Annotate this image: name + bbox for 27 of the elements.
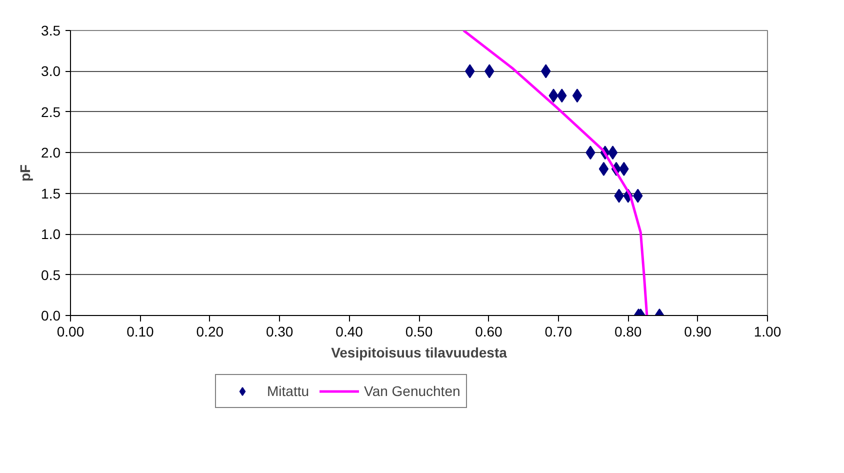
y-tick-label: 0.5 xyxy=(41,266,61,283)
y-tick-label: 0.0 xyxy=(41,308,61,324)
y-tick-label: 1.0 xyxy=(41,226,61,242)
y-tick-label: 3.0 xyxy=(41,63,61,80)
point xyxy=(608,146,618,160)
x-tick-label: 0.50 xyxy=(405,324,433,340)
y-tick-label: 2.0 xyxy=(41,144,61,161)
x-tick-label: 0.10 xyxy=(126,324,154,340)
x-tick-label: 0.20 xyxy=(196,324,224,340)
x-tick-label: 0.70 xyxy=(544,324,572,340)
x-tick-label: 0.00 xyxy=(56,324,84,340)
x-tick-label: 0.40 xyxy=(336,324,364,340)
x-axis-title: Vesipitoisuus tilavuudesta xyxy=(331,344,508,360)
legend-label: Van Genuchten xyxy=(364,383,460,399)
y-tick-label: 3.5 xyxy=(41,22,61,38)
x-tick-label: 0.60 xyxy=(475,324,503,340)
y-axis-title: pF xyxy=(17,164,34,182)
x-tick-label: 1.00 xyxy=(754,324,782,340)
point xyxy=(572,88,582,103)
x-tick-label: 0.80 xyxy=(614,324,642,340)
y-tick-label: 2.5 xyxy=(41,104,61,120)
x-tick-label: 0.90 xyxy=(684,324,712,340)
y-tick-label: 1.5 xyxy=(41,185,61,202)
line-series xyxy=(462,30,648,316)
x-tick-label: 0.30 xyxy=(266,324,294,340)
legend-label: Mitattu xyxy=(267,383,310,399)
point xyxy=(598,162,609,176)
